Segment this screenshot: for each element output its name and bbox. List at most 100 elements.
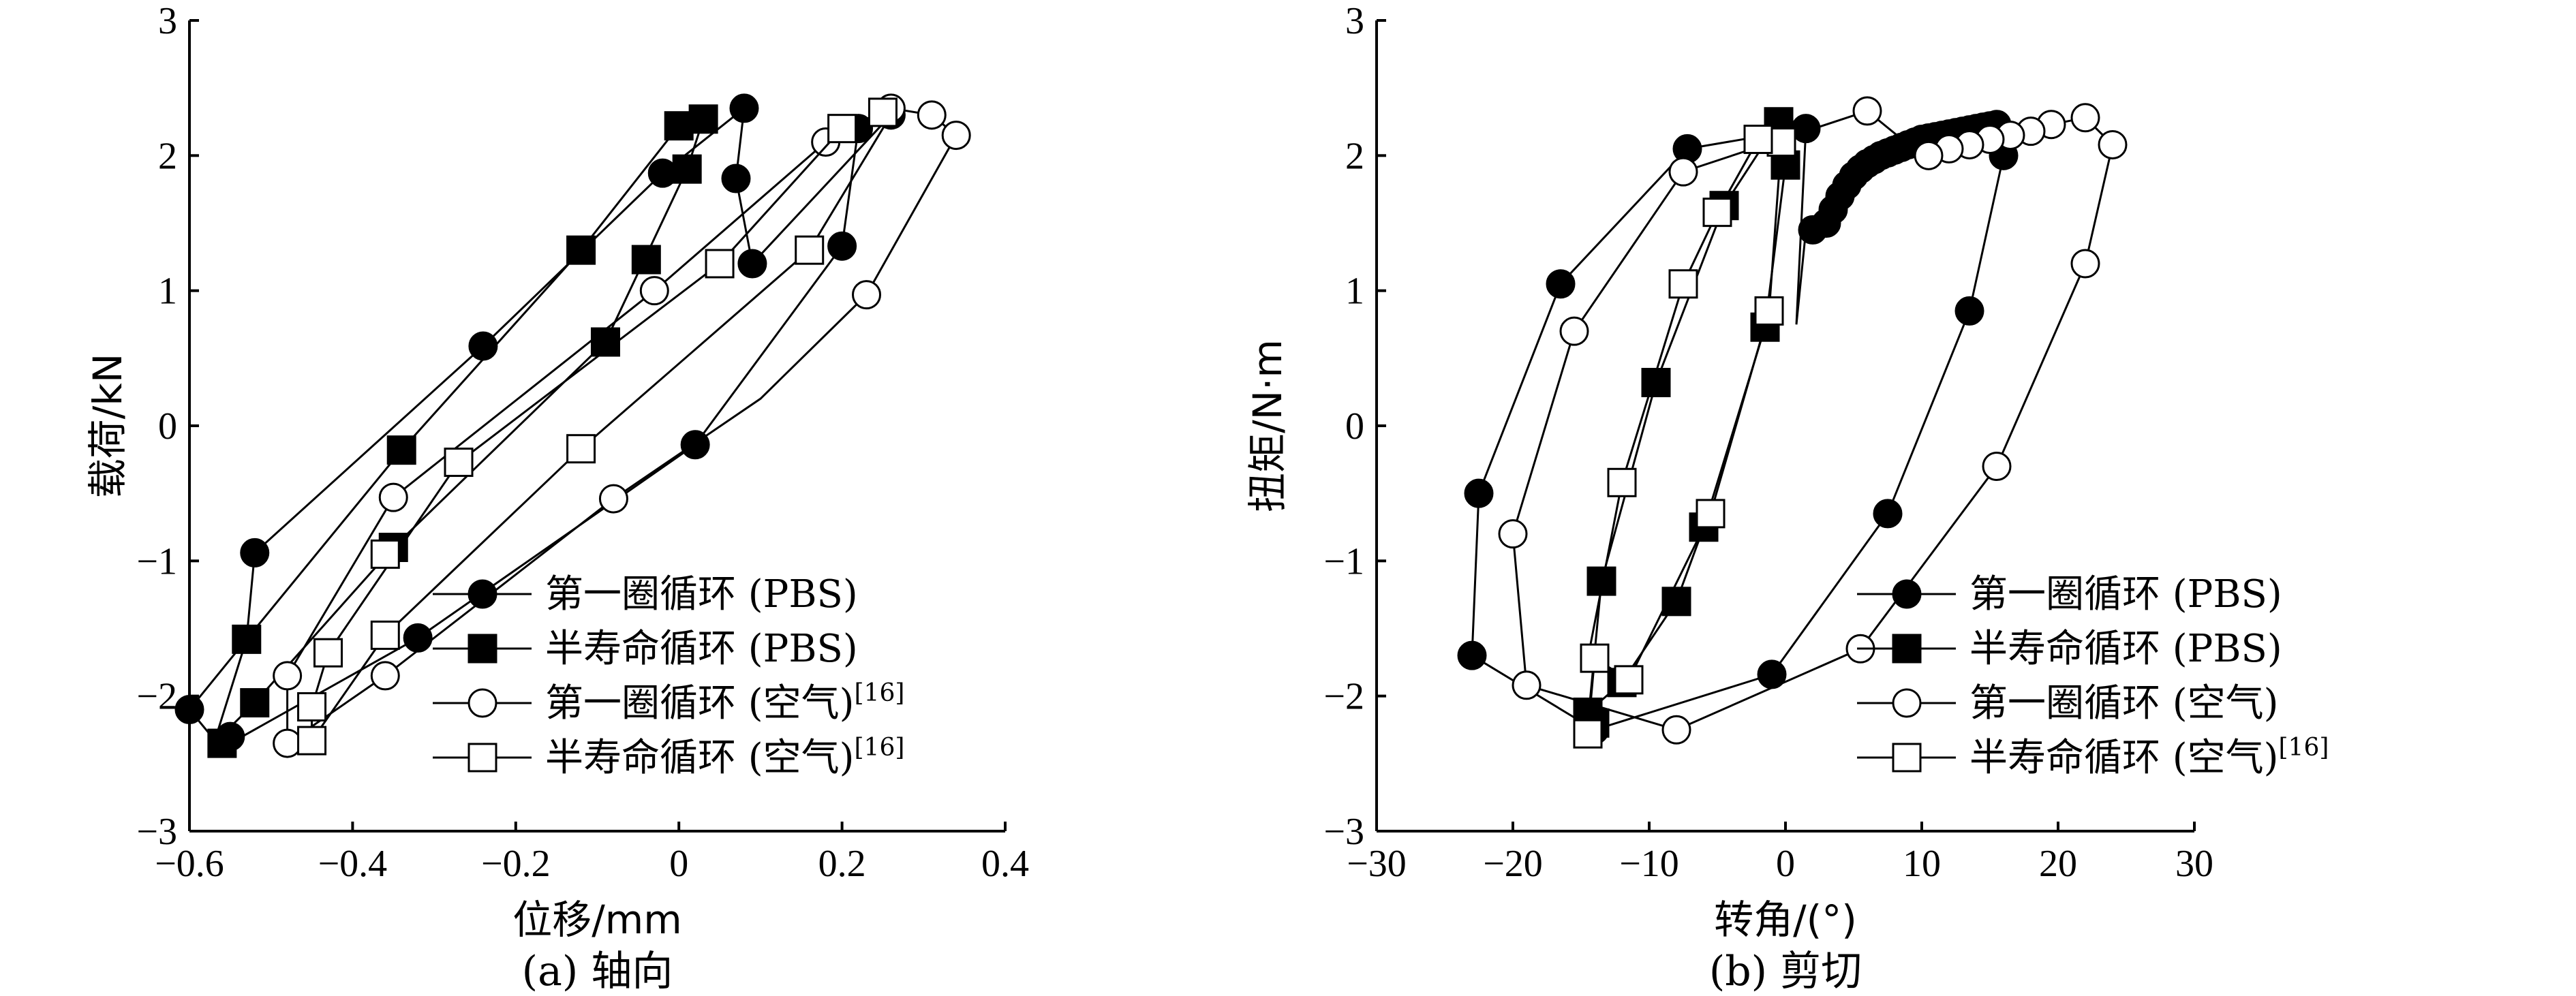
legend-marker [467, 688, 497, 718]
y-tick-label: −2 [1323, 676, 1364, 718]
x-tick-label: 0.2 [818, 843, 866, 885]
legend-citation: [16] [855, 679, 905, 707]
legend-marker [467, 634, 497, 664]
y-tick-label: 0 [158, 405, 177, 448]
series-3 [273, 93, 971, 758]
x-tick-label: −0.4 [318, 843, 388, 885]
y-tick-label: 3 [1345, 0, 1364, 42]
x-axis-label: 转角/(°) [1714, 897, 1857, 943]
data-point [297, 726, 327, 756]
data-point [1668, 157, 1698, 187]
legend-entry: 第一圈循环 (PBS) [545, 572, 858, 617]
data-point [631, 245, 661, 275]
legend-entry: 第一圈循环 (空气)[16] [545, 679, 904, 726]
data-point [1546, 269, 1576, 299]
data-point [240, 688, 270, 718]
data-point [273, 728, 303, 758]
x-tick-label: 10 [1903, 843, 1941, 885]
data-point [1702, 198, 1732, 228]
legend-label: 第一圈循环 (空气) [1969, 681, 2279, 726]
y-tick-label: 3 [158, 0, 177, 42]
data-point [1954, 296, 1984, 326]
x-axis-label: 位移/mm [512, 897, 682, 943]
x-tick-label: −30 [1347, 843, 1407, 885]
legend-entry: 半寿命循环 (PBS) [545, 627, 858, 671]
x-tick-label: 0.4 [981, 843, 1029, 885]
data-point [1852, 96, 1882, 126]
y-tick-label: −3 [136, 811, 177, 853]
data-point [232, 624, 262, 654]
chart-panel-shear: −30 −20 −10 0 10 20 30−3−2−10123转角/(°)扭矩/N·m(b… [1244, 0, 2329, 995]
data-point [680, 430, 710, 460]
data-point [1661, 715, 1691, 745]
legend-label: 半寿命循环 (PBS) [545, 627, 858, 671]
x-tick-label: 20 [2039, 843, 2077, 885]
y-tick-label: −3 [1323, 811, 1364, 853]
legend-label: 半寿命循环 (空气) [1969, 736, 2279, 780]
series-line [1586, 138, 1783, 734]
data-point [639, 276, 669, 306]
data-point [2098, 129, 2128, 159]
y-axis-label: 载荷/kN [85, 354, 131, 499]
data-point [297, 692, 327, 722]
y-tick-label: −1 [136, 540, 177, 582]
data-point [1914, 140, 1944, 170]
data-point [1559, 316, 1589, 346]
legend-entry: 第一圈循环 (PBS) [1969, 572, 2282, 617]
legend-label: 第一圈循环 (PBS) [545, 572, 858, 617]
panel-caption: (a) 轴向 [522, 948, 673, 995]
panel-caption: (b) 剪切 [1709, 948, 1862, 995]
data-point [444, 448, 474, 478]
legend-entry: 半寿命循环 (空气)[16] [1969, 734, 2329, 780]
series-line [188, 106, 892, 745]
data-point [795, 235, 825, 265]
data-point [672, 154, 702, 184]
data-point [1580, 643, 1610, 673]
y-tick-label: −1 [1323, 540, 1364, 582]
y-tick-label: 1 [158, 270, 177, 313]
y-tick-label: 2 [158, 135, 177, 177]
data-point [2070, 103, 2100, 133]
series-3 [1498, 96, 2128, 745]
data-point [273, 661, 303, 691]
data-point [1457, 640, 1487, 670]
legend-citation: [16] [2279, 734, 2329, 762]
data-point [1873, 499, 1903, 529]
data-point [729, 93, 759, 123]
x-tick-label: −20 [1483, 843, 1543, 885]
data-point [852, 280, 882, 310]
data-point [370, 539, 400, 569]
legend-marker [1892, 579, 1922, 609]
x-tick-label: −0.6 [155, 843, 224, 885]
data-point [1498, 519, 1528, 549]
legend-entry: 半寿命循环 (空气)[16] [545, 734, 904, 780]
data-point [207, 728, 237, 758]
series-4 [1573, 125, 1796, 749]
legend-entry: 第一圈循环 (空气) [1969, 681, 2279, 726]
data-point [827, 114, 857, 144]
data-point [1512, 670, 1542, 700]
data-point [566, 434, 596, 464]
data-point [240, 538, 270, 567]
data-point [1754, 296, 1784, 326]
x-tick-label: 30 [2175, 843, 2213, 885]
y-tick-label: 0 [1345, 405, 1364, 448]
legend-marker [1892, 634, 1922, 664]
legend-citation: [16] [855, 734, 905, 762]
x-tick-label: 0 [669, 843, 688, 885]
legend-label: 半寿命循环 (空气) [545, 736, 855, 780]
data-point [1464, 478, 1494, 508]
legend-label: 半寿命循环 (PBS) [1969, 627, 2282, 671]
data-point [1668, 269, 1698, 299]
legend-label: 第一圈循环 (PBS) [1969, 572, 2282, 617]
legend-marker [1892, 688, 1922, 718]
y-tick-label: −2 [136, 676, 177, 718]
y-tick-label: 2 [1345, 135, 1364, 177]
data-point [827, 231, 857, 261]
series-2 [1573, 107, 1800, 738]
data-point [705, 249, 735, 279]
data-point [468, 331, 498, 361]
data-point [1743, 125, 1773, 155]
legend: 第一圈循环 (PBS) 半寿命循环 (PBS) 第一圈循环 (空气)[16] 半寿命循… [433, 572, 904, 780]
